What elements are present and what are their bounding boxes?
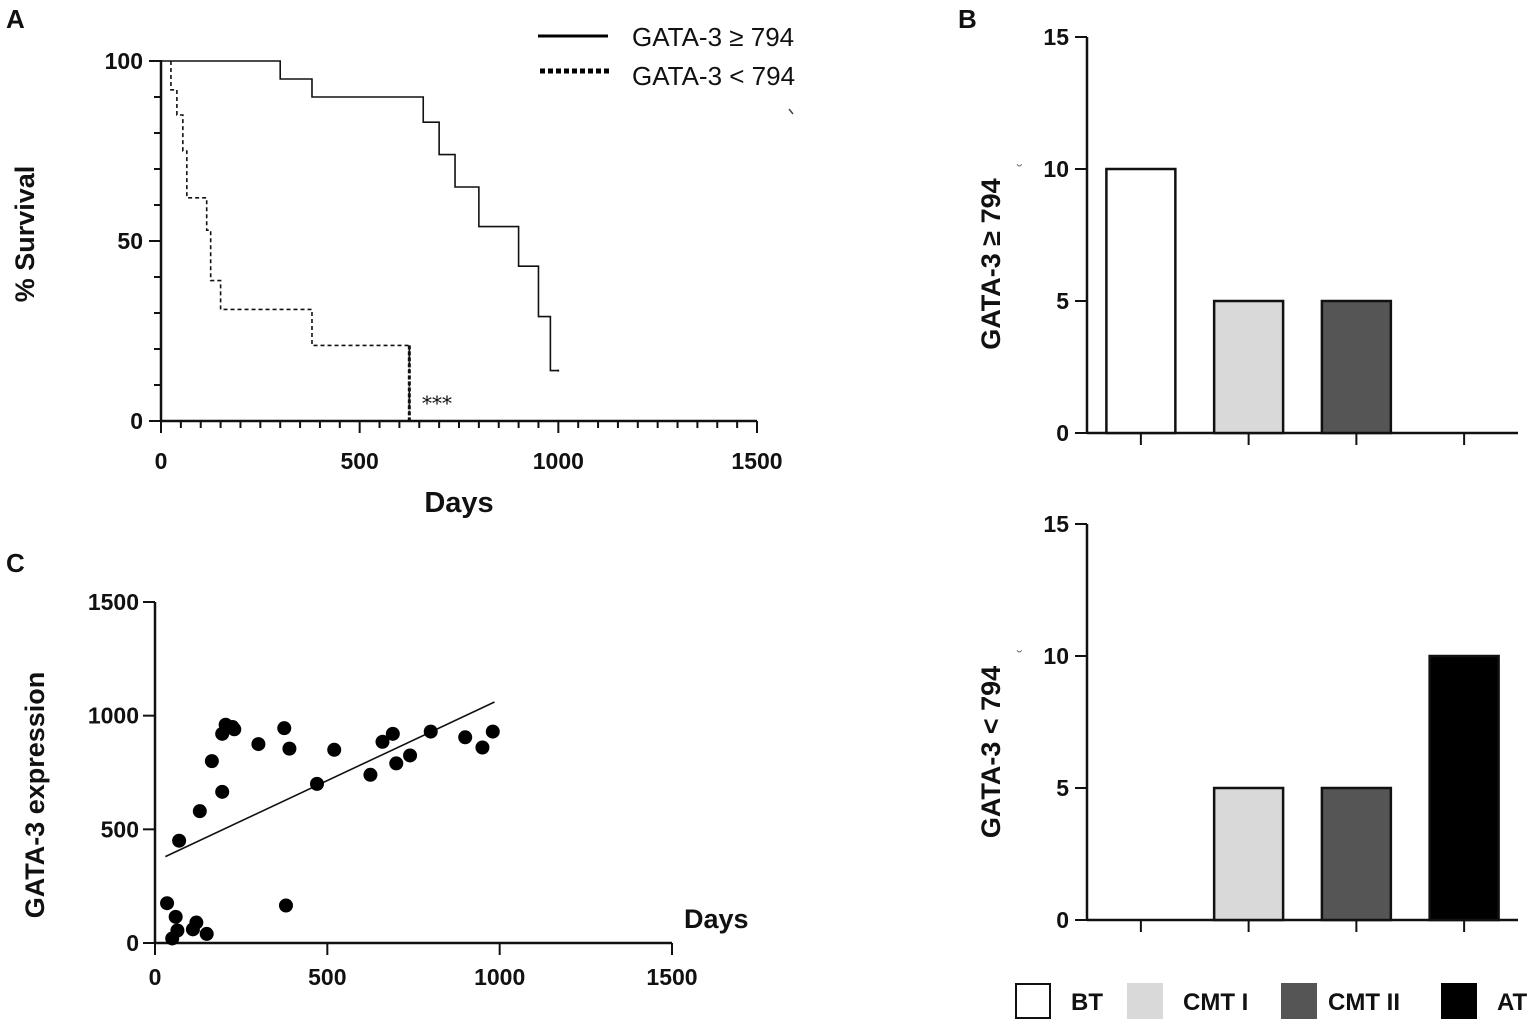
scatter-y-axis-title: GATA-3 expression [20, 672, 50, 919]
scatter-x-tick-label: 0 [149, 964, 162, 990]
bar-high-bars [1105, 167, 1393, 435]
bar-legend: BT CMT I CMT II AT [1015, 983, 1528, 1019]
scatter-y-tick-label: 500 [101, 816, 139, 842]
survival-y-tick-label: 50 [117, 228, 143, 254]
scatter-point [385, 726, 400, 741]
bar-y-tick-label: 15 [1043, 511, 1069, 537]
survival-x-tick-label: 0 [155, 448, 168, 474]
scatter-point [170, 923, 185, 938]
scatter-point [363, 767, 378, 782]
bar-y-tick-label: 5 [1056, 775, 1069, 801]
stray-mark-b2: ˘ [1016, 649, 1022, 666]
survival-line-low [170, 61, 411, 421]
legend-swatch-at [1441, 983, 1477, 1019]
panel-label-a: A [6, 4, 25, 34]
scatter-point [192, 804, 207, 819]
bar-high-y-axis-title: GATA-3 ≥ 794 [976, 178, 1006, 349]
bar-low-bars [1212, 654, 1500, 922]
scatter-point [251, 737, 266, 752]
scatter-trendline [164, 701, 495, 858]
scatter-y-tick-label: 1500 [88, 589, 139, 615]
panel-label-b: B [958, 4, 977, 34]
scatter-trendline-group [164, 701, 495, 858]
stray-mark [788, 108, 794, 115]
scatter-point [327, 742, 342, 757]
survival-x-tick-label: 1500 [731, 448, 782, 474]
scatter-point [189, 915, 204, 930]
scatter-point [277, 721, 292, 736]
scatter-point [160, 896, 175, 911]
scatter-point [227, 722, 242, 737]
bar-at [1428, 654, 1500, 922]
legend-label-bt: BT [1071, 989, 1103, 1016]
scatter-x-tick-label: 500 [308, 964, 346, 990]
bar-bt [1105, 167, 1177, 435]
survival-y-tick-label: 100 [105, 48, 143, 74]
bar-cmt-ii [1320, 299, 1393, 435]
bar-y-tick-label: 10 [1043, 643, 1069, 669]
legend-label-high: GATA-3 ≥ 794 [632, 22, 794, 52]
scatter-point [309, 776, 324, 791]
bar-cmt-ii [1320, 786, 1393, 922]
panel-label-c: C [6, 548, 25, 578]
scatter-point [282, 741, 297, 756]
scatter-point [423, 724, 438, 739]
bar-y-tick-label: 0 [1056, 907, 1069, 933]
scatter-chart: 0 500 1000 1500 0 500 1000 1500 GATA-3 expressi… [20, 589, 749, 990]
legend-swatch-cmt-ii [1281, 983, 1317, 1019]
bar-y-tick-label: 5 [1056, 288, 1069, 314]
scatter-y-tick-label: 1000 [88, 703, 139, 729]
survival-x-tick-label: 1000 [533, 448, 584, 474]
legend-label-cmt-ii: CMT II [1328, 989, 1400, 1016]
scatter-tick-labels: 0 500 1000 1500 0 500 1000 1500 [88, 589, 698, 990]
scatter-point [485, 724, 500, 739]
scatter-point [375, 734, 390, 749]
scatter-point [172, 833, 187, 848]
scatter-point [204, 754, 219, 769]
scatter-point [278, 898, 293, 913]
scatter-x-tick-label: 1000 [474, 964, 525, 990]
scatter-point [475, 740, 490, 755]
legend-swatch-cmt-i [1127, 983, 1163, 1019]
scatter-axes [143, 601, 673, 955]
scatter-point [389, 756, 404, 771]
scatter-x-axis-title: Days [684, 904, 749, 934]
significance-annotation: *** [422, 391, 452, 415]
bar-y-tick-label: 10 [1043, 156, 1069, 182]
survival-line-high [161, 60, 559, 372]
scatter-point [215, 784, 230, 799]
legend-label-cmt-i: CMT I [1183, 989, 1248, 1016]
bar-low-y-axis-title: GATA-3 < 794 [976, 666, 1006, 838]
survival-y-axis-title: % Survival [10, 166, 40, 303]
bar-chart-high: 0 5 10 15 GATA-3 ≥ 794 ˘ [976, 24, 1518, 446]
scatter-y-tick-label: 0 [126, 930, 139, 956]
scatter-point [403, 748, 418, 763]
stray-mark-b1: ˘ [1016, 163, 1022, 180]
legend-label-low: GATA-3 < 794 [632, 61, 795, 91]
survival-series [161, 60, 560, 421]
scatter-point [458, 730, 473, 745]
scatter-points [160, 717, 500, 946]
bar-cmt-i [1212, 299, 1285, 435]
scatter-point [199, 926, 214, 941]
survival-y-tick-label: 0 [130, 408, 143, 434]
survival-x-tick-label: 500 [340, 448, 378, 474]
survival-x-axis-title: Days [424, 487, 493, 519]
bar-cmt-i [1212, 786, 1285, 922]
bar-y-tick-label: 0 [1056, 420, 1069, 446]
bar-chart-low: 0 5 10 15 GATA-3 < 794 ˘ [976, 511, 1518, 933]
legend-swatch-bt [1015, 983, 1051, 1019]
scatter-x-tick-label: 1500 [646, 964, 697, 990]
bar-low-tick-labels: 0 5 10 15 [1043, 511, 1069, 933]
bar-y-tick-label: 15 [1043, 24, 1069, 50]
bar-high-tick-labels: 0 5 10 15 [1043, 24, 1069, 446]
legend-label-at: AT [1497, 989, 1528, 1016]
survival-axes [149, 60, 758, 433]
scatter-point [168, 909, 183, 924]
